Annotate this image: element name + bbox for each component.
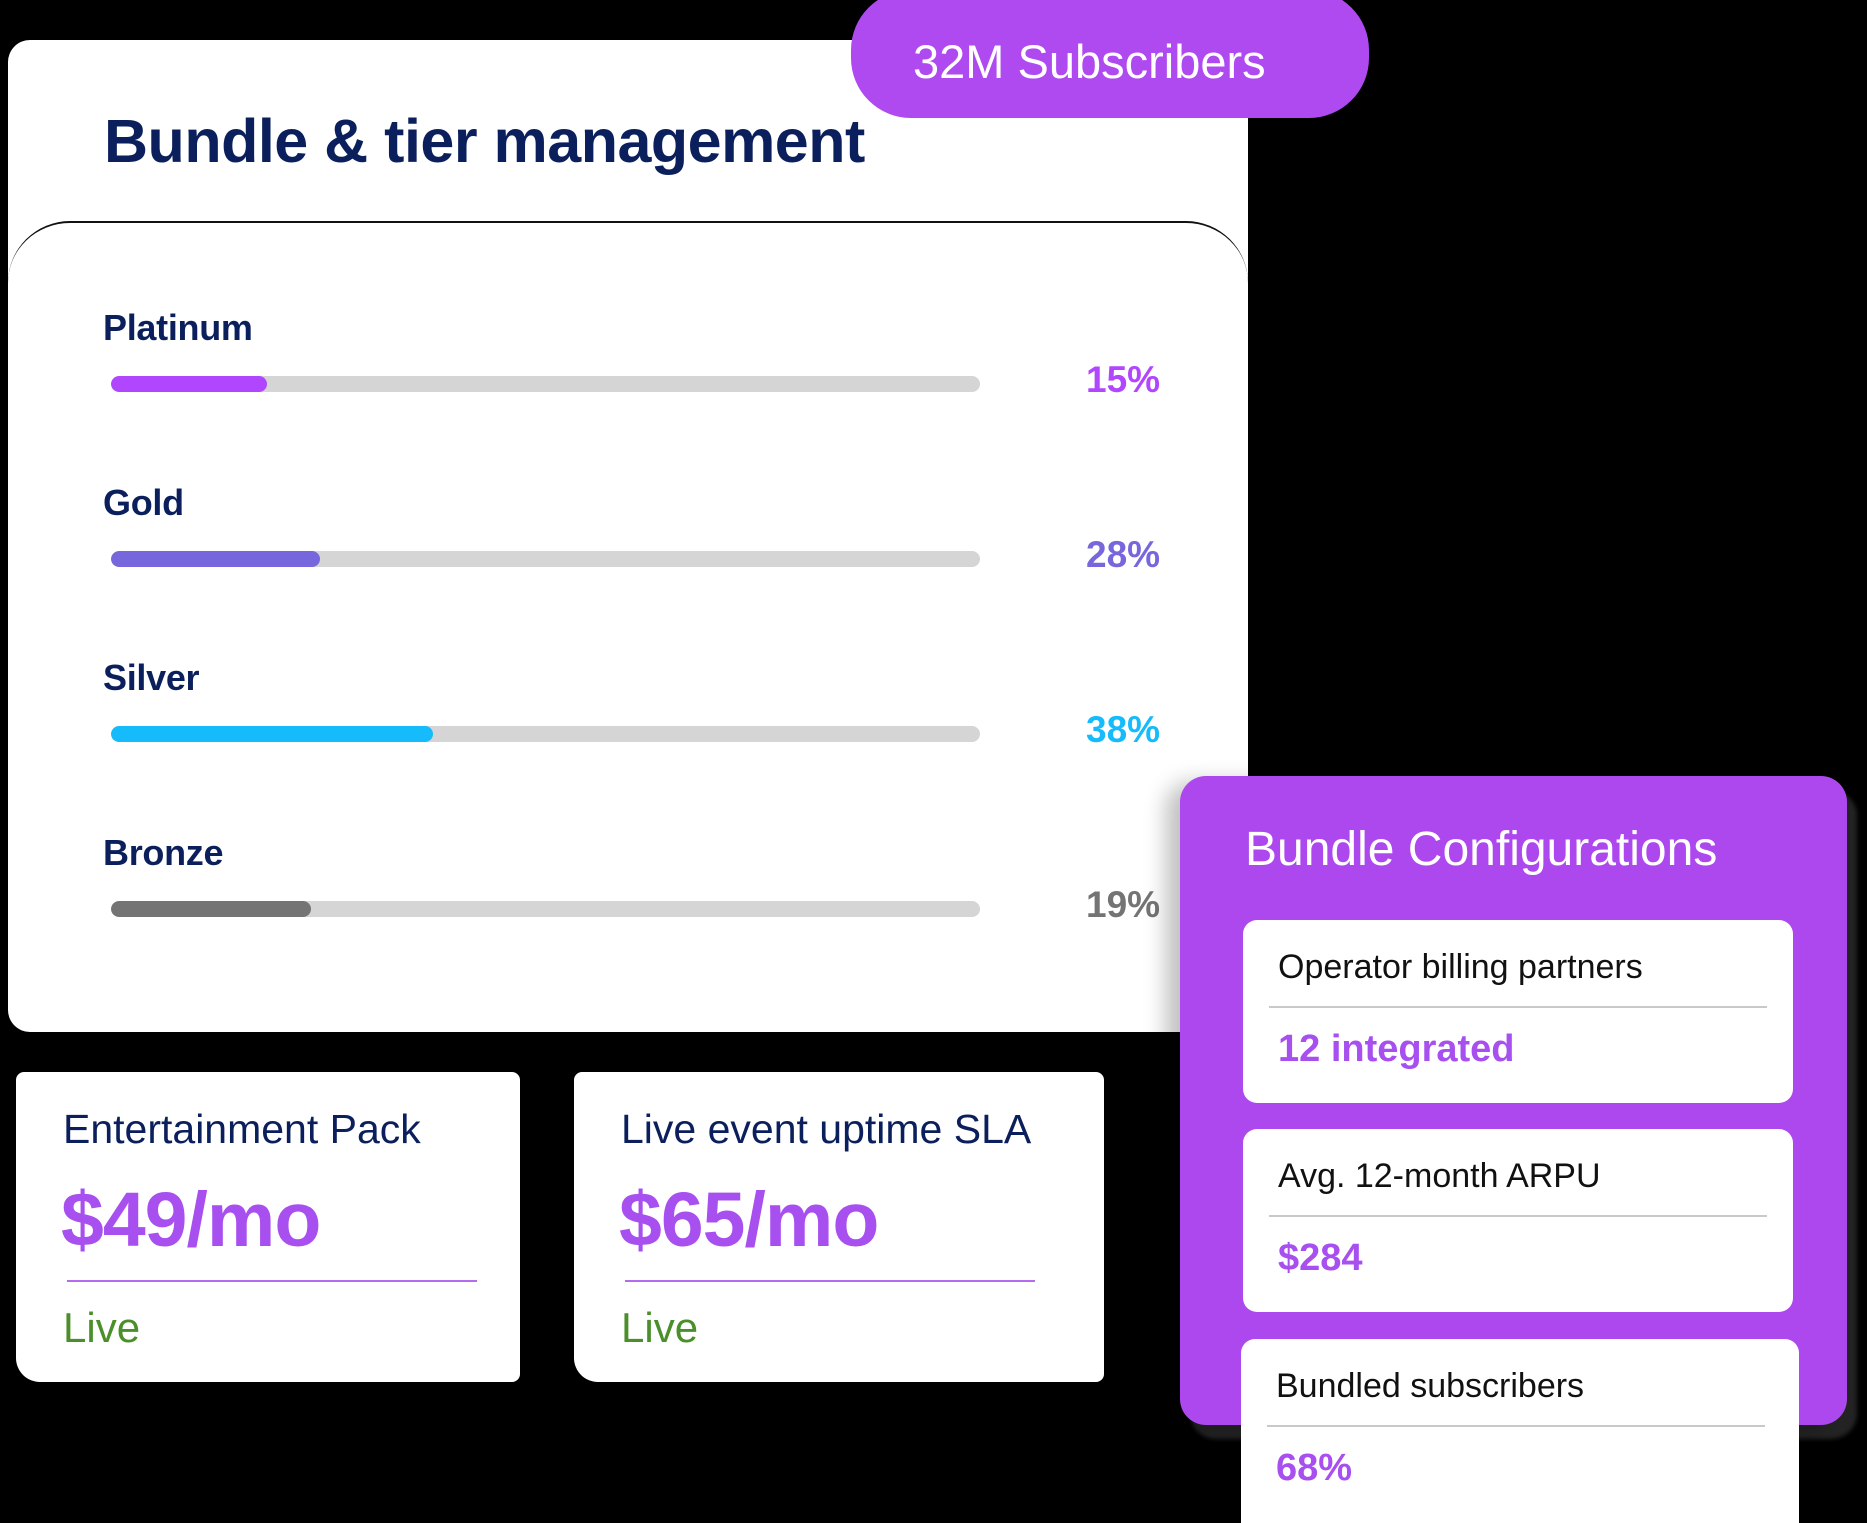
divider: [625, 1280, 1035, 1282]
config-item-billing-partners[interactable]: Operator billing partners 12 integrated: [1243, 920, 1793, 1103]
bundle-configurations-title: Bundle Configurations: [1245, 823, 1718, 876]
tier-progress-track: [111, 901, 980, 917]
tier-progress-track: [111, 726, 980, 742]
config-item-value: 12 integrated: [1278, 1028, 1515, 1070]
tier-label: Bronze: [103, 832, 224, 873]
config-item-label: Bundled subscribers: [1276, 1367, 1585, 1405]
tier-percent: 19%: [1086, 884, 1161, 925]
stat-card-title: Entertainment Pack: [63, 1106, 421, 1152]
config-item-arpu[interactable]: Avg. 12-month ARPU $284: [1243, 1129, 1793, 1312]
divider: [1267, 1425, 1765, 1427]
divider: [1269, 1215, 1767, 1217]
config-item-label: Operator billing partners: [1278, 948, 1643, 986]
stat-card-price: $65/mo: [619, 1177, 879, 1263]
status-badge: Live: [63, 1304, 141, 1351]
tier-row-platinum: Platinum 15%: [103, 307, 1183, 427]
tier-percent: 28%: [1086, 534, 1161, 575]
tier-row-gold: Gold 28%: [103, 482, 1183, 602]
status-badge: Live: [621, 1304, 699, 1351]
tier-label: Gold: [103, 482, 184, 523]
page-title: Bundle & tier management: [104, 107, 865, 175]
tier-label: Platinum: [103, 307, 253, 348]
tier-row-bronze: Bronze 19%: [103, 832, 1183, 952]
config-item-bundled-subscribers[interactable]: Bundled subscribers 68%: [1241, 1339, 1799, 1523]
tier-progress-track: [111, 376, 980, 392]
tier-progress-fill: [111, 551, 320, 567]
tier-progress-track: [111, 551, 980, 567]
config-item-value: 68%: [1276, 1447, 1353, 1489]
tier-percent: 38%: [1086, 709, 1161, 750]
stat-card-live-event-sla[interactable]: Live event uptime SLA $65/mo Live: [574, 1072, 1104, 1382]
stat-card-price: $49/mo: [61, 1177, 321, 1263]
bundle-tier-card: Bundle & tier management Platinum 15% Go…: [8, 40, 1248, 1032]
config-item-label: Avg. 12-month ARPU: [1278, 1157, 1601, 1195]
tier-progress-fill: [111, 901, 311, 917]
divider: [67, 1280, 477, 1282]
tier-progress-fill: [111, 726, 433, 742]
tier-progress-fill: [111, 376, 268, 392]
tier-label: Silver: [103, 657, 200, 698]
tier-row-silver: Silver 38%: [103, 657, 1183, 777]
tier-panel: [8, 221, 1248, 1032]
stat-card-title: Live event uptime SLA: [621, 1106, 1032, 1152]
subscribers-badge-label: 32M Subscribers: [913, 35, 1266, 88]
tier-percent: 15%: [1086, 359, 1161, 400]
config-item-value: $284: [1278, 1237, 1363, 1279]
subscribers-badge: [851, 0, 1369, 118]
stat-card-entertainment-pack[interactable]: Entertainment Pack $49/mo Live: [16, 1072, 520, 1382]
divider: [1269, 1006, 1767, 1008]
